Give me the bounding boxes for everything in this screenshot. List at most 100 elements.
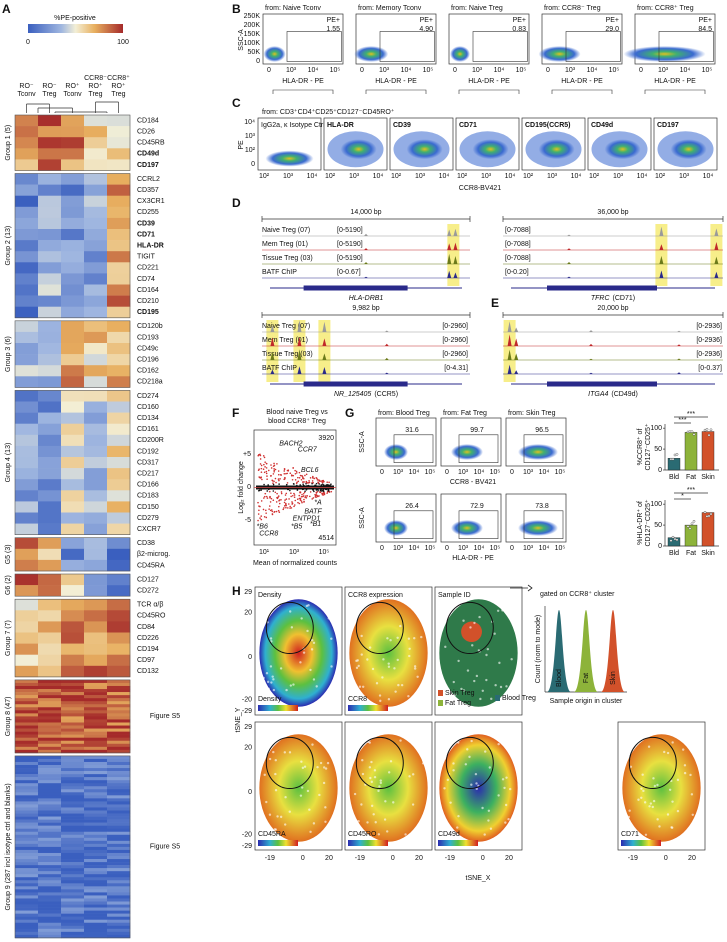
heatmap-cell xyxy=(38,819,62,823)
heatmap-cell xyxy=(38,685,62,690)
bar xyxy=(701,512,715,547)
gene-point xyxy=(293,494,296,496)
heatmap-cell xyxy=(38,173,62,185)
heatmap-cell xyxy=(84,126,108,138)
heatmap-cell xyxy=(15,761,39,766)
heatmap-cell xyxy=(15,783,39,787)
gene-point xyxy=(319,491,322,494)
tsne-speckle xyxy=(642,789,645,793)
gene-point xyxy=(291,478,294,481)
x-tick-label: 10³ xyxy=(283,173,294,180)
gene-point xyxy=(315,493,318,495)
heatmap-cell xyxy=(15,910,39,914)
y-axis-label: %HLA-DR⁺ of xyxy=(636,501,644,545)
tsne-speckle xyxy=(666,751,670,755)
tsne-speckle xyxy=(312,678,316,681)
heatmap-cell xyxy=(38,846,62,851)
gene-point xyxy=(323,493,326,496)
heatmap-cell xyxy=(38,840,62,845)
gate-label: PE+ xyxy=(606,17,619,24)
heatmap-cell xyxy=(107,354,131,366)
tsne-speckle xyxy=(272,688,276,692)
heatmap-cell xyxy=(107,813,131,817)
tsne-speckle xyxy=(379,699,382,703)
heatmap-cell xyxy=(107,846,131,851)
heatmap-cell xyxy=(107,825,131,829)
gene-point xyxy=(275,510,278,513)
gate xyxy=(286,31,342,62)
x-tick-label: 10⁴ xyxy=(680,67,691,74)
heatmap-cell xyxy=(84,786,108,790)
x-tick-label: 10⁵ xyxy=(555,545,566,552)
gene-point xyxy=(274,477,277,480)
heatmap-cell xyxy=(61,931,85,936)
heatmap-cell xyxy=(15,701,39,705)
tsne-speckle xyxy=(501,778,505,781)
heatmap-cell xyxy=(107,804,131,808)
heatmap-cell xyxy=(61,689,85,693)
heatmap-cell xyxy=(84,898,108,902)
x-tick-label: 10³ xyxy=(349,173,360,180)
tsne-speckle xyxy=(272,678,275,681)
tsne-speckle xyxy=(473,679,476,683)
heatmap-cell xyxy=(15,501,39,513)
marker-label: CD164 xyxy=(137,287,159,294)
heatmap-cell xyxy=(84,262,108,274)
gene-point xyxy=(259,517,261,519)
group-label: Group 8 (47) xyxy=(5,697,12,737)
gene-callout: ENTPD1 xyxy=(293,515,321,522)
heatmap-cell xyxy=(107,874,131,878)
gene-point xyxy=(262,508,265,511)
heatmap-cell xyxy=(15,632,39,644)
tsne-speckle xyxy=(381,676,384,679)
tsne-speckle xyxy=(279,815,283,819)
track-range: [0-0.67] xyxy=(337,269,361,276)
gene-point xyxy=(284,477,286,480)
heatmap-cell xyxy=(38,728,62,732)
event-cloud xyxy=(450,46,470,62)
heatmap-cell xyxy=(15,610,39,622)
gene-name: HLA-DRB1 xyxy=(349,295,384,302)
tsne-speckle xyxy=(407,637,411,640)
heatmap-cell xyxy=(84,859,108,863)
heatmap-cell xyxy=(107,173,131,185)
track-peak xyxy=(447,229,452,236)
heatmap-cell xyxy=(107,758,131,763)
gene-point xyxy=(264,461,266,463)
gene-point xyxy=(304,474,306,477)
tsne-speckle xyxy=(408,654,411,658)
heatmap-cell xyxy=(61,862,85,866)
heatmap-cell xyxy=(15,928,39,933)
heatmap-cell xyxy=(107,306,131,319)
heatmap-cell xyxy=(38,320,62,333)
track-peak xyxy=(677,372,681,374)
column-label: Treg xyxy=(111,91,125,98)
heatmap-cell xyxy=(84,728,108,732)
column-label: Tconv xyxy=(63,91,82,98)
heatmap-cell xyxy=(38,889,62,893)
highlight xyxy=(318,320,331,382)
heatmap-cell xyxy=(15,548,39,561)
x-tick-label: 0 xyxy=(267,67,271,74)
heatmap-cell xyxy=(61,501,85,513)
heatmap-cell xyxy=(84,643,108,655)
x-tick-label: -19 xyxy=(355,855,365,862)
heatmap-cell xyxy=(84,825,108,829)
gene-name: TFRC xyxy=(591,295,611,302)
heatmap-cell xyxy=(107,722,131,726)
marker-label: CD161 xyxy=(137,426,159,433)
x-tick-label: 10⁵ xyxy=(490,545,501,552)
gene-point xyxy=(317,481,319,483)
x-tick-label: 0 xyxy=(445,545,449,552)
gene-point xyxy=(285,492,288,495)
heatmap-cell xyxy=(38,807,62,811)
heatmap-cell xyxy=(38,457,62,469)
gate xyxy=(565,31,621,62)
heatmap-cell xyxy=(107,716,131,720)
heatmap-cell xyxy=(38,792,62,796)
colorbar xyxy=(621,840,661,846)
gene-exon xyxy=(547,285,657,291)
heatmap-cell xyxy=(84,284,108,296)
x-tick-label: 10⁵ xyxy=(609,67,620,74)
tsne-speckle xyxy=(309,830,312,834)
